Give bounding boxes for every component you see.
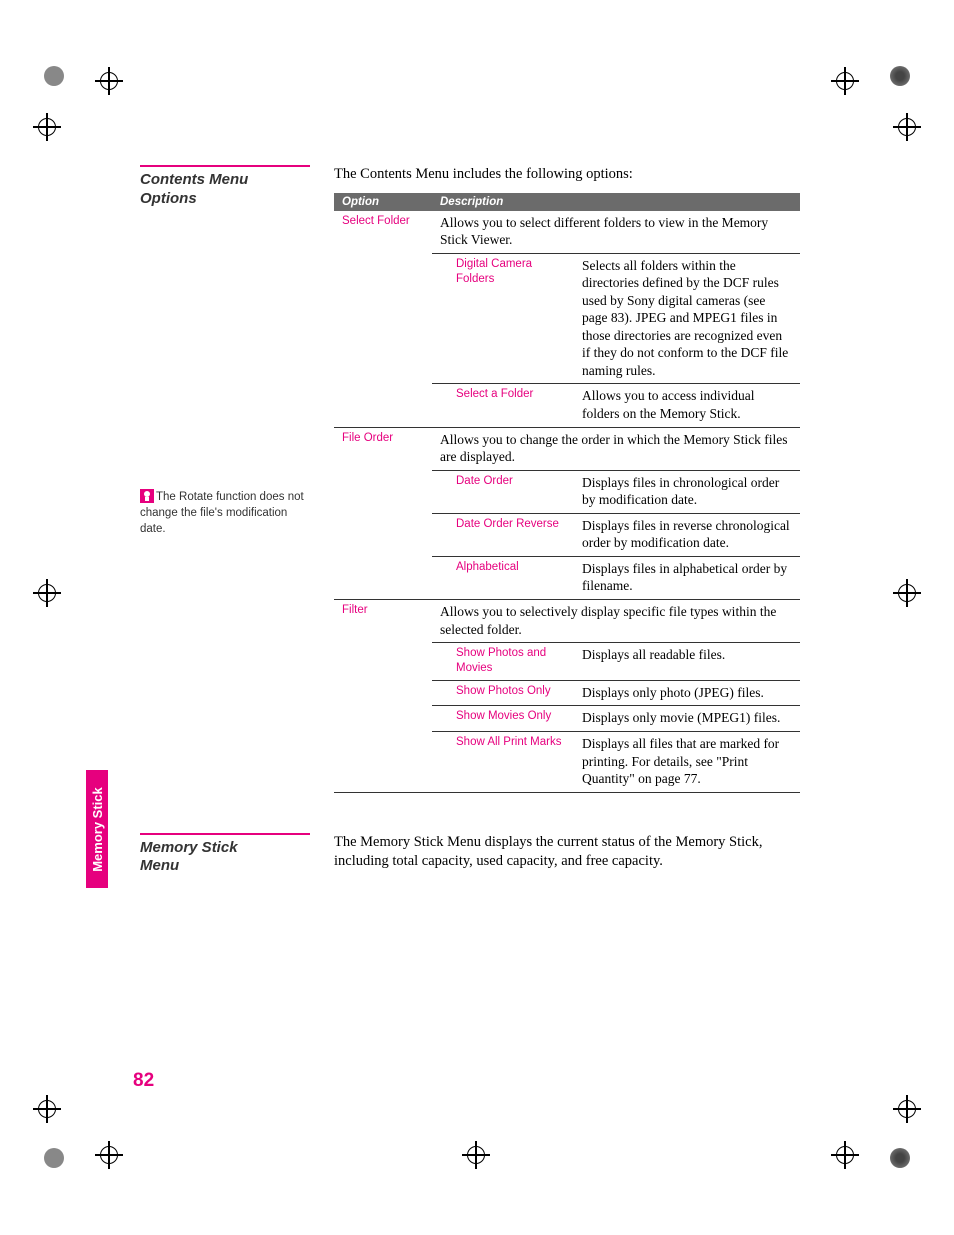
- table-row: Date Order Reverse Displays files in rev…: [334, 513, 800, 556]
- reg-mark: [467, 1146, 485, 1164]
- table-row: File Order Allows you to change the orde…: [334, 427, 800, 470]
- title-line: Options: [140, 190, 197, 207]
- side-note: The Rotate function does not change the …: [140, 489, 310, 537]
- table-row: Digital Camera Folders Selects all folde…: [334, 253, 800, 384]
- reg-mark: [100, 1146, 118, 1164]
- options-table: Option Description Select Folder Allows …: [334, 193, 800, 793]
- side-tab-label: Memory Stick: [90, 787, 105, 872]
- table-row: Show Movies Only Displays only movie (MP…: [334, 706, 800, 732]
- color-swatch: [44, 1148, 64, 1168]
- page-number: 82: [133, 1070, 154, 1092]
- sub-option-label: Select a Folder: [432, 384, 574, 427]
- reg-mark: [836, 1146, 854, 1164]
- section-intro: The Contents Menu includes the following…: [334, 165, 800, 185]
- reg-mark: [38, 584, 56, 602]
- table-header-row: Option Description: [334, 193, 800, 211]
- side-tab: Memory Stick: [86, 770, 108, 888]
- option-description: Allows you to select different folders t…: [432, 211, 800, 254]
- sub-option-label: Date Order: [432, 470, 574, 513]
- section-contents-menu-options: Contents Menu Options The Rotate functio…: [140, 165, 800, 793]
- option-description: Displays files in chronological order by…: [574, 470, 800, 513]
- title-line: Memory Stick: [140, 839, 238, 856]
- table-row: Filter Allows you to selectively display…: [334, 599, 800, 642]
- option-description: Displays files in reverse chronological …: [574, 513, 800, 556]
- sub-option-label: Show All Print Marks: [432, 732, 574, 793]
- option-description: Displays only movie (MPEG1) files.: [574, 706, 800, 732]
- table-row: Select a Folder Allows you to access ind…: [334, 384, 800, 427]
- col-header-option: Option: [334, 193, 432, 211]
- reg-mark: [898, 584, 916, 602]
- reg-mark: [100, 72, 118, 90]
- option-description: Selects all folders within the directori…: [574, 253, 800, 384]
- option-description: Displays only photo (JPEG) files.: [574, 680, 800, 706]
- table-row: Show Photos and Movies Displays all read…: [334, 643, 800, 681]
- table-row: Select Folder Allows you to select diffe…: [334, 211, 800, 254]
- title-line: Menu: [140, 857, 179, 874]
- reg-mark: [898, 118, 916, 136]
- section-body: The Memory Stick Menu displays the curre…: [334, 833, 800, 872]
- section-rule: [140, 165, 310, 167]
- lightbulb-icon: [140, 489, 154, 503]
- sub-option-label: Alphabetical: [432, 556, 574, 599]
- sub-option-label: Digital Camera Folders: [432, 253, 574, 384]
- option-description: Displays all readable files.: [574, 643, 800, 681]
- section-memory-stick-menu: Memory Stick Menu The Memory Stick Menu …: [140, 833, 800, 880]
- reg-mark: [38, 1100, 56, 1118]
- sub-option-label: Date Order Reverse: [432, 513, 574, 556]
- color-swatch: [890, 1148, 910, 1168]
- table-row: Show Photos Only Displays only photo (JP…: [334, 680, 800, 706]
- option-label: Filter: [334, 599, 432, 642]
- sub-option-label: Show Photos Only: [432, 680, 574, 706]
- option-description: Allows you to change the order in which …: [432, 427, 800, 470]
- option-description: Displays files in alphabetical order by …: [574, 556, 800, 599]
- section-title: Memory Stick Menu: [140, 839, 310, 877]
- color-swatch: [44, 66, 64, 86]
- table-row: Date Order Displays files in chronologic…: [334, 470, 800, 513]
- reg-mark: [38, 118, 56, 136]
- table-row: Show All Print Marks Displays all files …: [334, 732, 800, 793]
- color-swatch: [890, 66, 910, 86]
- option-label: Select Folder: [334, 211, 432, 254]
- reg-mark: [898, 1100, 916, 1118]
- section-title: Contents Menu Options: [140, 171, 310, 209]
- title-line: Contents Menu: [140, 171, 248, 188]
- table-row: Alphabetical Displays files in alphabeti…: [334, 556, 800, 599]
- side-note-text: The Rotate function does not change the …: [140, 491, 304, 535]
- option-description: Displays all files that are marked for p…: [574, 732, 800, 793]
- option-label: File Order: [334, 427, 432, 470]
- sub-option-label: Show Movies Only: [432, 706, 574, 732]
- col-header-description: Description: [432, 193, 800, 211]
- option-description: Allows you to selectively display specif…: [432, 599, 800, 642]
- sub-option-label: Show Photos and Movies: [432, 643, 574, 681]
- option-description: Allows you to access individual folders …: [574, 384, 800, 427]
- reg-mark: [836, 72, 854, 90]
- section-rule: [140, 833, 310, 835]
